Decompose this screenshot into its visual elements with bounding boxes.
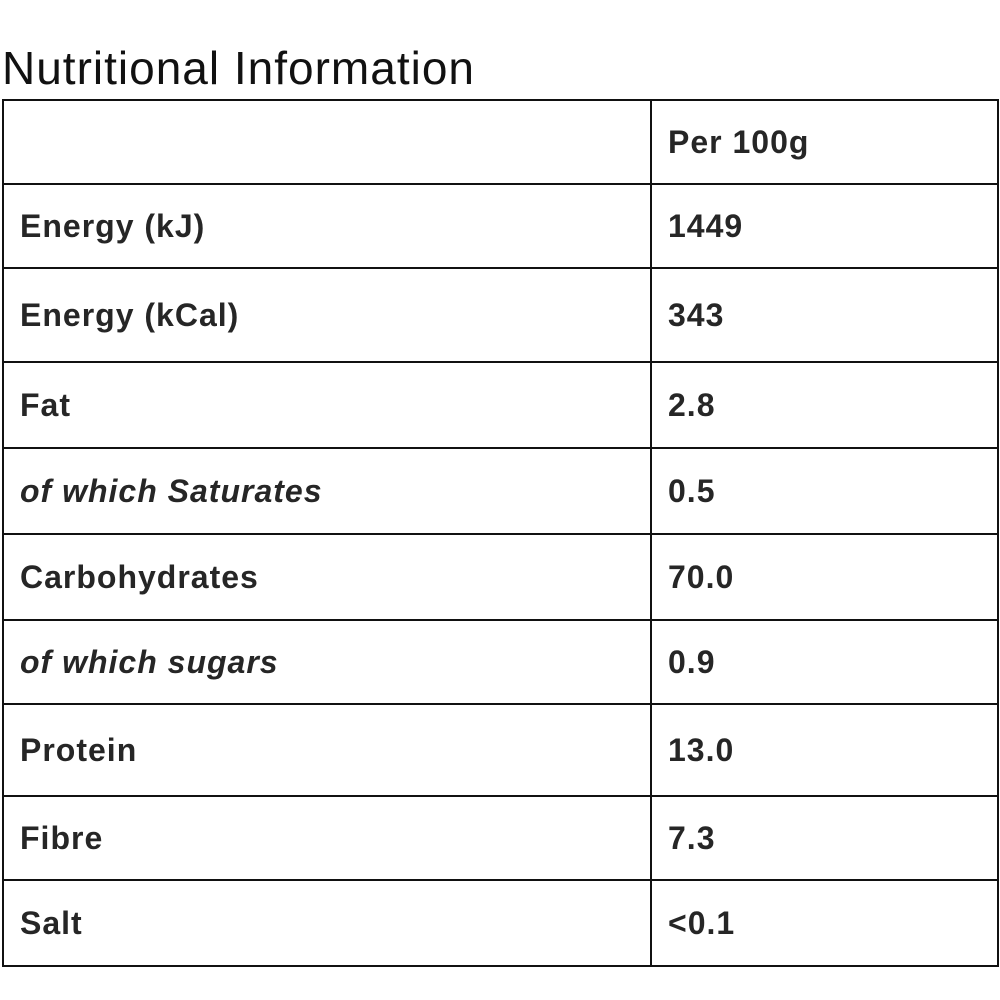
nutrient-value: 70.0: [650, 533, 999, 621]
table-row: Fibre 7.3: [2, 795, 999, 881]
table-row: Protein 13.0: [2, 703, 999, 797]
nutrient-value: 343: [650, 267, 999, 363]
nutrient-sub-label: of which sugars: [2, 619, 652, 705]
table-row: Salt <0.1: [2, 879, 999, 967]
table-row: Fat 2.8: [2, 361, 999, 449]
nutrition-table: Per 100g Energy (kJ) 1449 Energy (kCal) …: [2, 99, 999, 967]
table-header-row: Per 100g: [2, 99, 999, 185]
nutrient-label: Carbohydrates: [2, 533, 652, 621]
table-row: of which sugars 0.9: [2, 619, 999, 705]
nutrient-value: 2.8: [650, 361, 999, 449]
nutrient-label: Fibre: [2, 795, 652, 881]
page-title: Nutritional Information: [2, 42, 475, 94]
nutrient-value: 0.9: [650, 619, 999, 705]
nutrient-label: Energy (kJ): [2, 183, 652, 269]
header-value-cell: Per 100g: [650, 99, 999, 185]
nutrient-label: Fat: [2, 361, 652, 449]
nutrient-sub-label: of which Saturates: [2, 447, 652, 535]
nutrient-value: 7.3: [650, 795, 999, 881]
nutrient-label: Energy (kCal): [2, 267, 652, 363]
nutrient-value: <0.1: [650, 879, 999, 967]
table-row: Energy (kJ) 1449: [2, 183, 999, 269]
nutrient-value: 1449: [650, 183, 999, 269]
table-row: Carbohydrates 70.0: [2, 533, 999, 621]
nutrient-value: 13.0: [650, 703, 999, 797]
header-label-cell: [2, 99, 652, 185]
nutrient-value: 0.5: [650, 447, 999, 535]
table-row: Energy (kCal) 343: [2, 267, 999, 363]
nutrient-label: Protein: [2, 703, 652, 797]
table-row: of which Saturates 0.5: [2, 447, 999, 535]
nutrient-label: Salt: [2, 879, 652, 967]
